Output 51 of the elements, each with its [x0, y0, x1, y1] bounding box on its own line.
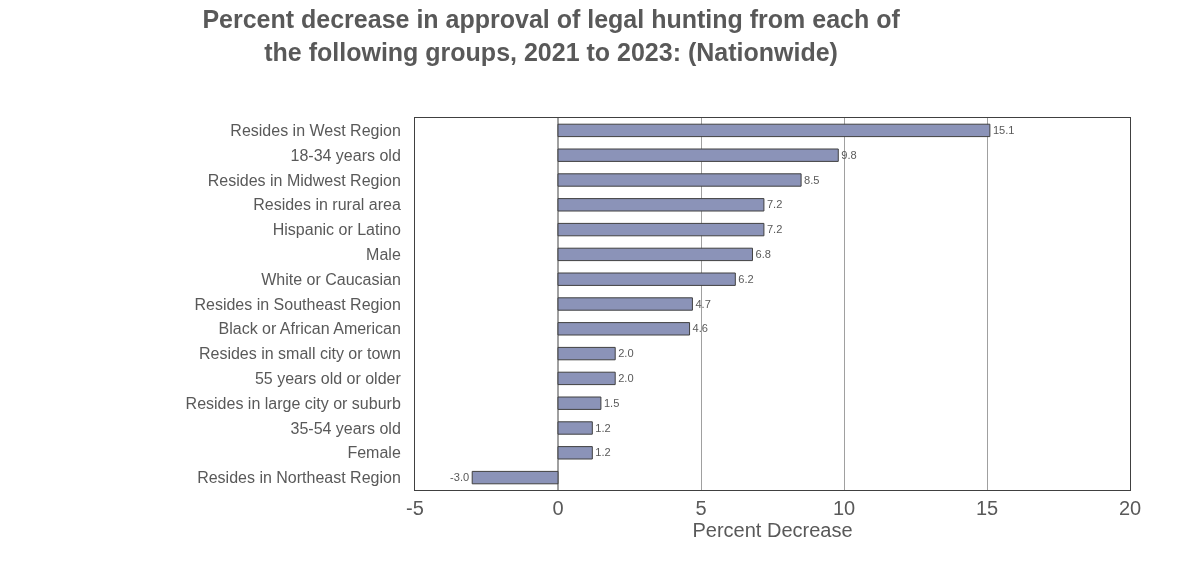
x-tick-label: 0 — [552, 497, 564, 519]
bar — [557, 123, 991, 138]
data-label: 6.8 — [755, 247, 771, 260]
data-label: -3.0 — [450, 471, 470, 484]
x-tick-label: 10 — [832, 497, 856, 519]
y-tick-label: Resides in Northeast Region — [197, 469, 401, 487]
chart-title: Percent decrease in approval of legal hunting from each of the following groups, 2021 to 2023: (Nationwide) — [202, 5, 901, 66]
data-label: 7.2 — [766, 198, 783, 211]
bar — [557, 247, 753, 262]
data-label: 6.2 — [738, 272, 754, 285]
bar — [557, 371, 616, 386]
y-tick-label: Resides in large city or suburb — [185, 394, 401, 412]
bar — [557, 446, 593, 460]
y-tick-label: Female — [347, 444, 401, 462]
data-label: 1.2 — [595, 446, 611, 459]
data-label: 1.2 — [595, 421, 611, 434]
y-tick-label: Resides in small city or town — [198, 345, 401, 363]
y-tick-label: Hispanic or Latino — [272, 221, 401, 239]
data-label: 7.2 — [766, 223, 783, 236]
data-label: 1.5 — [603, 396, 620, 409]
x-tick-label: -5 — [406, 497, 424, 519]
bar — [557, 322, 691, 336]
bar — [557, 148, 839, 162]
data-label: 8.5 — [804, 173, 820, 186]
x-axis-title: Percent Decrease — [692, 519, 853, 541]
y-tick-label: 18-34 years old — [290, 146, 401, 164]
bar — [557, 222, 765, 237]
bar — [557, 421, 593, 435]
bar — [557, 198, 765, 212]
y-tick-label: Resides in rural area — [253, 196, 401, 214]
data-label: 15.1 — [992, 123, 1015, 136]
y-tick-label: Male — [366, 246, 401, 263]
y-tick-label: Resides in Southeast Region — [194, 295, 401, 313]
bar — [557, 272, 736, 286]
data-label: 2.0 — [618, 347, 634, 360]
bar — [557, 346, 616, 361]
bar — [557, 396, 602, 410]
data-label: 4.6 — [692, 322, 708, 335]
x-tick-label: 15 — [975, 497, 999, 519]
bar — [471, 470, 559, 485]
y-tick-label: Resides in West Region — [230, 122, 401, 139]
y-tick-label: 55 years old or older — [254, 370, 402, 387]
x-tick-label: 20 — [1118, 497, 1142, 519]
bar — [557, 297, 693, 311]
data-label: 2.0 — [618, 371, 634, 384]
y-tick-label: 35-54 years old — [290, 419, 401, 437]
y-tick-label: White or Caucasian — [261, 270, 401, 288]
y-tick-label: Resides in Midwest Region — [207, 171, 401, 189]
y-tick-label: Black or African American — [218, 320, 401, 338]
x-tick-label: 5 — [695, 497, 707, 519]
bar — [557, 173, 802, 187]
